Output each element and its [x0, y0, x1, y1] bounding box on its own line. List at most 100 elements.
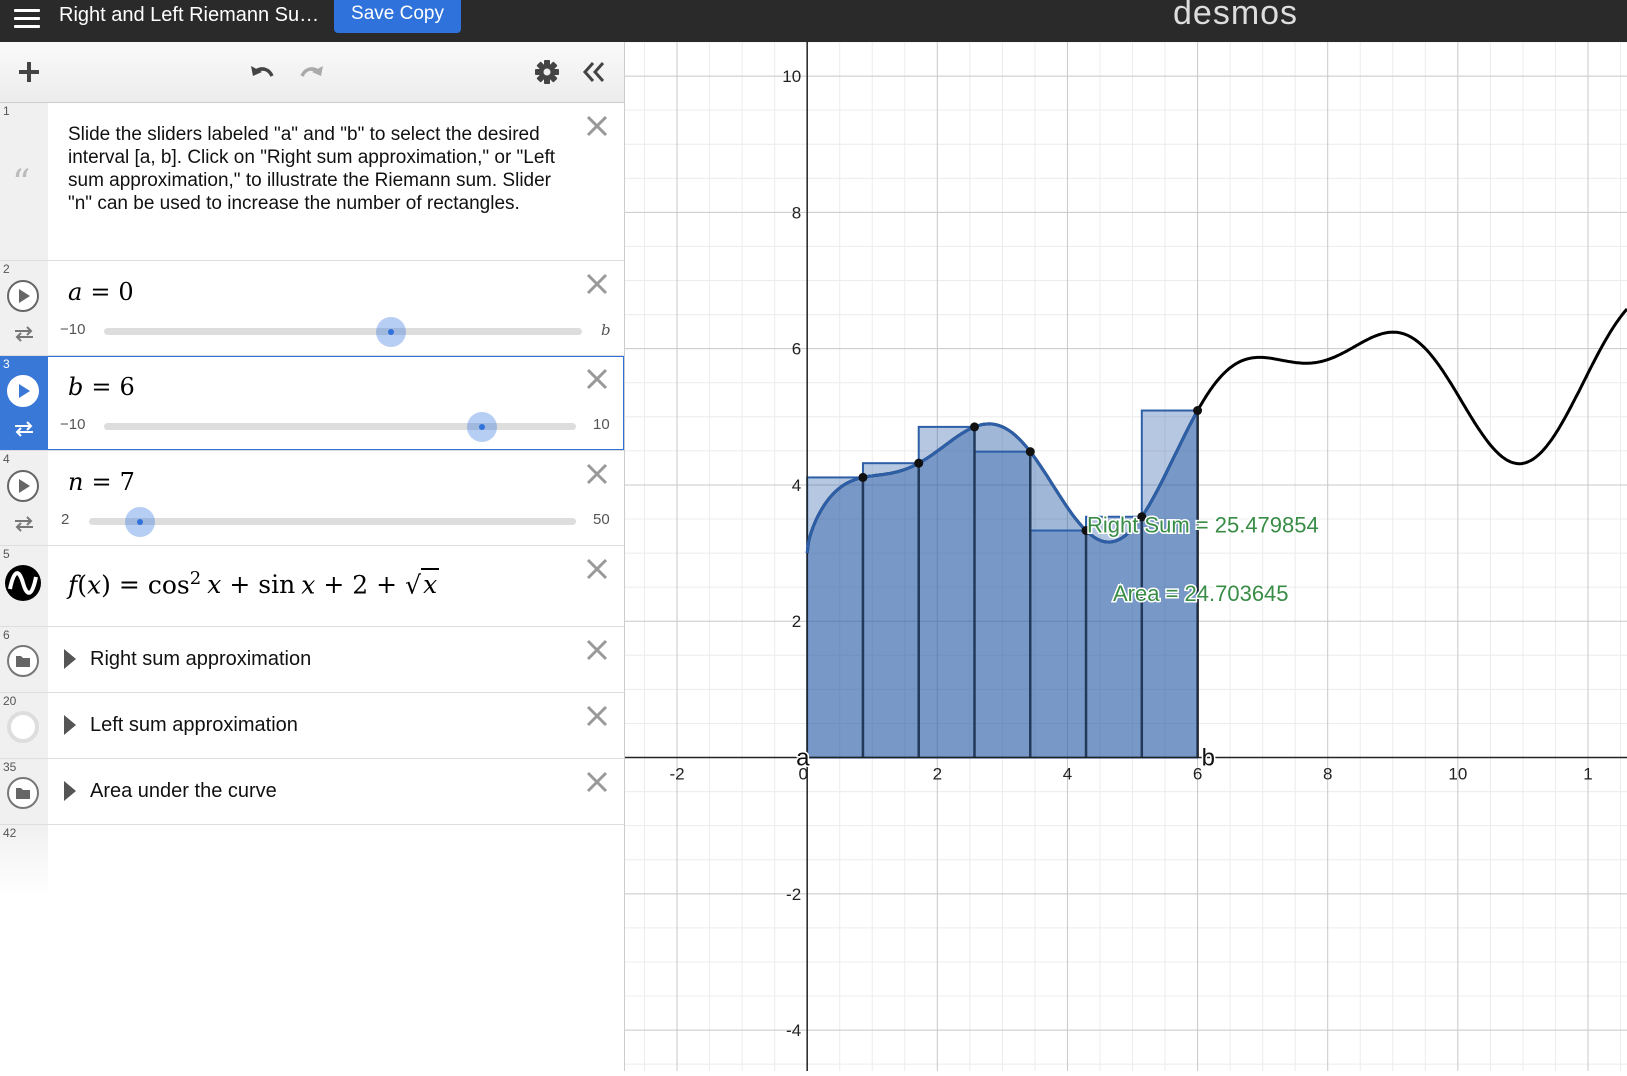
slider-b-row[interactable]: 3 b = 6 −10 10 [0, 356, 624, 451]
row-number: 4 [3, 452, 10, 466]
row-gutter: 20 [0, 693, 48, 758]
slider-b-equation[interactable]: b = 6 [68, 373, 135, 401]
delete-close-icon[interactable] [584, 556, 610, 582]
slider-a-equation[interactable]: a = 0 [68, 278, 134, 306]
slider-a-row[interactable]: 2 a = 0 −10 b [0, 261, 624, 356]
sample-point [858, 472, 868, 482]
loop-icon[interactable] [12, 515, 36, 533]
folder-row[interactable]: 6 Right sum approximation [0, 627, 624, 693]
riemann-rectangle [917, 425, 976, 759]
delete-close-icon[interactable] [584, 113, 610, 139]
slider-b-track[interactable] [104, 412, 576, 442]
function-curve[interactable] [805, 308, 1627, 554]
delete-close-icon[interactable] [584, 271, 610, 297]
note-text[interactable]: Slide the sliders labeled "a" and "b" to… [68, 124, 555, 214]
row-gutter: 4 [0, 451, 48, 545]
y-tick-label: 2 [792, 612, 801, 631]
sample-point [914, 458, 924, 468]
slider-max[interactable]: 50 [593, 511, 610, 528]
folder-label[interactable]: Right sum approximation [90, 648, 312, 670]
row-number: 42 [3, 826, 17, 840]
slider-max[interactable]: 10 [593, 416, 610, 433]
folder-label[interactable]: Left sum approximation [90, 714, 298, 736]
slider-min[interactable]: 2 [61, 511, 70, 528]
function-name: f [68, 570, 78, 600]
row-gutter: 2 [0, 261, 48, 355]
slider-n-equation[interactable]: n = 7 [68, 468, 135, 496]
variable-value: 7 [119, 468, 135, 496]
function-equation[interactable]: f(x) = cos2 x + sin x +2 + √x [68, 568, 440, 600]
slider-n-thumb[interactable] [124, 507, 155, 537]
row-number: 3 [3, 357, 10, 371]
delete-close-icon[interactable] [584, 637, 610, 663]
slider-b-thumb[interactable] [466, 412, 497, 442]
note-row[interactable]: 1 “ Slide the sliders labeled "a" and "b… [0, 103, 624, 261]
folder-visibility-icon[interactable] [6, 776, 40, 810]
sin-operator: sin [258, 570, 296, 600]
delete-close-icon[interactable] [584, 703, 610, 729]
graph-style-icon[interactable] [4, 564, 42, 602]
row-number: 2 [3, 262, 10, 276]
function-argument: x [87, 570, 102, 600]
point-a-label: a [796, 745, 810, 772]
graph-title[interactable]: Right and Left Riemann Su… [59, 4, 320, 26]
point-b-label: b [1202, 745, 1215, 772]
origin-label: 0 [798, 765, 807, 784]
slider-a-track[interactable] [104, 317, 582, 347]
row-number: 1 [3, 104, 10, 118]
folder-hidden-icon[interactable] [6, 710, 40, 744]
save-copy-button[interactable]: Save Copy [334, 0, 461, 33]
empty-expression-row[interactable]: 42 [0, 825, 624, 895]
sample-point [1193, 406, 1203, 416]
area-label: Area = 24.703645 [1113, 581, 1289, 606]
function-argument: x [421, 568, 440, 600]
x-tick-label: 8 [1323, 765, 1332, 784]
riemann-rectangle [1029, 529, 1088, 759]
row-gutter: 42 [0, 825, 48, 895]
settings-gear-icon[interactable] [530, 55, 564, 89]
sample-point [1081, 526, 1091, 536]
folder-row[interactable]: 35 Area under the curve [0, 759, 624, 825]
x-tick-label: 6 [1193, 765, 1202, 784]
expand-triangle-icon[interactable] [64, 781, 76, 801]
expand-triangle-icon[interactable] [64, 649, 76, 669]
folder-label[interactable]: Area under the curve [90, 780, 277, 802]
sample-point [969, 422, 979, 432]
sqrt-symbol: √ [405, 570, 422, 600]
delete-close-icon[interactable] [584, 461, 610, 487]
variable-name: a [68, 278, 83, 306]
redo-icon[interactable] [294, 55, 328, 89]
slider-min[interactable]: −10 [60, 416, 86, 433]
loop-icon[interactable] [12, 325, 36, 343]
graph-svg[interactable]: -2 2 4 6 8 10 1 10 8 6 4 2 -2 -4 0 a b Right Sum = 25.47… [625, 41, 1627, 1071]
expand-triangle-icon[interactable] [64, 715, 76, 735]
slider-n-track[interactable] [89, 507, 576, 537]
expression-toolbar [0, 42, 624, 103]
loop-icon[interactable] [12, 420, 36, 438]
undo-icon[interactable] [246, 55, 280, 89]
y-tick-label: 10 [782, 67, 801, 86]
delete-close-icon[interactable] [584, 366, 610, 392]
function-row[interactable]: 5 f(x) = cos2 x + sin x +2 + √x [0, 546, 624, 627]
function-argument: x [207, 570, 222, 600]
slider-a-thumb[interactable] [375, 317, 406, 347]
play-icon[interactable] [6, 469, 40, 503]
hamburger-menu-icon[interactable] [14, 7, 40, 33]
slider-min[interactable]: −10 [60, 321, 86, 338]
folder-visibility-icon[interactable] [6, 644, 40, 678]
sample-points[interactable] [858, 406, 1203, 536]
constant: 2 [352, 570, 369, 600]
graph-canvas[interactable]: -2 2 4 6 8 10 1 10 8 6 4 2 -2 -4 0 a b Right Sum = 25.47… [625, 41, 1627, 1071]
slider-n-row[interactable]: 4 n = 7 2 50 [0, 451, 624, 546]
delete-close-icon[interactable] [584, 769, 610, 795]
collapse-panel-icon[interactable] [578, 55, 612, 89]
add-expression-icon[interactable] [12, 55, 46, 89]
play-icon[interactable] [6, 279, 40, 313]
y-tick-label: -4 [786, 1021, 801, 1040]
row-gutter: 1 “ [0, 103, 48, 260]
slider-max[interactable]: b [601, 321, 611, 339]
play-icon[interactable] [6, 374, 40, 408]
tick-labels: -2 2 4 6 8 10 1 10 8 6 4 2 -2 -4 0 [669, 67, 1592, 1040]
annotations: a b Right Sum = 25.479854 Area = 24.703645 [795, 511, 1321, 773]
folder-row[interactable]: 20 Left sum approximation [0, 693, 624, 759]
